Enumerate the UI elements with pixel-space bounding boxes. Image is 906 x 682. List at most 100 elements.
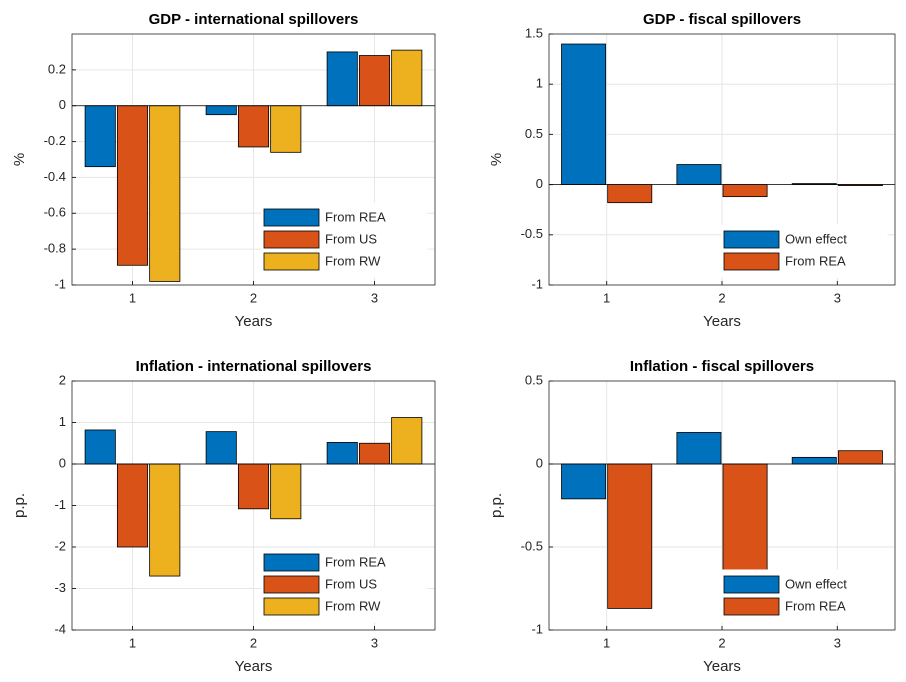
y-tick-label: 1 xyxy=(536,76,543,91)
bar xyxy=(722,463,768,574)
bar xyxy=(676,432,722,465)
y-tick-label: -0.5 xyxy=(521,226,543,241)
x-tick-label: 3 xyxy=(371,635,378,650)
bar xyxy=(84,105,116,168)
x-tick-label: 1 xyxy=(129,635,136,650)
x-tick-label: 1 xyxy=(603,290,610,305)
x-axis-label: Years xyxy=(703,658,741,675)
legend-label: From US xyxy=(325,576,377,591)
legend-swatch xyxy=(723,597,780,616)
bar xyxy=(676,164,722,186)
legend-swatch xyxy=(263,553,320,572)
x-tick-label: 3 xyxy=(834,290,841,305)
chart-title: GDP - fiscal spillovers xyxy=(643,11,801,28)
chart-title: GDP - international spillovers xyxy=(149,11,359,28)
y-tick-label: -1 xyxy=(54,276,66,291)
bar xyxy=(607,463,653,609)
legend-swatch xyxy=(263,252,320,271)
x-tick-label: 3 xyxy=(371,290,378,305)
y-tick-label: -2 xyxy=(54,538,66,553)
y-tick-label: -0.6 xyxy=(44,205,66,220)
legend-label: From REA xyxy=(785,253,846,268)
x-tick-label: 2 xyxy=(250,290,257,305)
y-tick-label: 0.2 xyxy=(48,61,66,76)
y-tick-label: -0.8 xyxy=(44,241,66,256)
y-tick-label: 0 xyxy=(59,455,66,470)
x-axis-label: Years xyxy=(703,313,741,330)
bar xyxy=(149,105,181,282)
bar xyxy=(561,43,607,185)
y-tick-label: 2 xyxy=(59,372,66,387)
axes-box xyxy=(71,33,436,286)
legend-swatch xyxy=(723,230,780,249)
bar xyxy=(270,105,302,153)
x-axis-label: Years xyxy=(235,658,273,675)
bar xyxy=(391,417,423,465)
legend-swatch xyxy=(263,597,320,616)
y-tick-label: 0.5 xyxy=(525,126,543,141)
bar xyxy=(205,431,237,465)
bar xyxy=(84,429,116,465)
axes-box xyxy=(548,380,896,631)
bar xyxy=(561,463,607,500)
y-axis-label: % xyxy=(488,153,505,166)
y-axis-label: % xyxy=(11,153,28,166)
chart-title: Inflation - fiscal spillovers xyxy=(630,358,814,375)
y-tick-label: -0.2 xyxy=(44,133,66,148)
y-tick-label: 0.5 xyxy=(525,372,543,387)
y-tick-label: 1.5 xyxy=(525,25,543,40)
legend-label: From REA xyxy=(785,598,846,613)
legend-swatch xyxy=(263,230,320,249)
axes-box xyxy=(548,33,896,286)
y-tick-label: -0.4 xyxy=(44,169,66,184)
bar xyxy=(837,450,883,465)
legend-label: From RW xyxy=(325,598,381,613)
bar xyxy=(607,184,653,204)
bar xyxy=(326,442,358,465)
y-axis-label: p.p. xyxy=(11,493,28,518)
legend-label: From US xyxy=(325,231,377,246)
bar xyxy=(149,463,181,577)
bar xyxy=(237,463,270,510)
legend-swatch xyxy=(263,208,320,227)
bar xyxy=(326,51,358,107)
legend-swatch xyxy=(723,252,780,271)
bar xyxy=(270,463,302,520)
legend-swatch xyxy=(723,575,780,594)
bar xyxy=(358,55,391,107)
legend-label: From REA xyxy=(325,554,386,569)
x-tick-label: 1 xyxy=(603,635,610,650)
bar xyxy=(116,463,149,548)
bar xyxy=(237,105,270,148)
x-tick-label: 1 xyxy=(129,290,136,305)
legend-swatch xyxy=(263,575,320,594)
axes-box xyxy=(71,380,436,631)
y-tick-label: -1 xyxy=(54,497,66,512)
legend-label: From RW xyxy=(325,253,381,268)
bar xyxy=(358,442,391,465)
y-tick-label: -0.5 xyxy=(521,538,543,553)
y-tick-label: 1 xyxy=(59,414,66,429)
x-tick-label: 3 xyxy=(834,635,841,650)
y-tick-label: 0 xyxy=(536,176,543,191)
y-tick-label: 0 xyxy=(59,97,66,112)
bar xyxy=(722,184,768,198)
chart-title: Inflation - international spillovers xyxy=(136,358,372,375)
y-tick-label: 0 xyxy=(536,455,543,470)
y-tick-label: -3 xyxy=(54,580,66,595)
x-axis-label: Years xyxy=(235,313,273,330)
bar xyxy=(116,105,149,266)
x-tick-label: 2 xyxy=(250,635,257,650)
legend-label: From REA xyxy=(325,209,386,224)
y-tick-label: -4 xyxy=(54,621,66,636)
legend-label: Own effect xyxy=(785,576,847,591)
y-axis-label: p.p. xyxy=(488,493,505,518)
legend-label: Own effect xyxy=(785,231,847,246)
y-tick-label: -1 xyxy=(531,621,543,636)
x-tick-label: 2 xyxy=(718,635,725,650)
y-tick-label: -1 xyxy=(531,276,543,291)
bar xyxy=(791,456,837,465)
bar xyxy=(391,49,423,107)
bar xyxy=(205,105,237,116)
